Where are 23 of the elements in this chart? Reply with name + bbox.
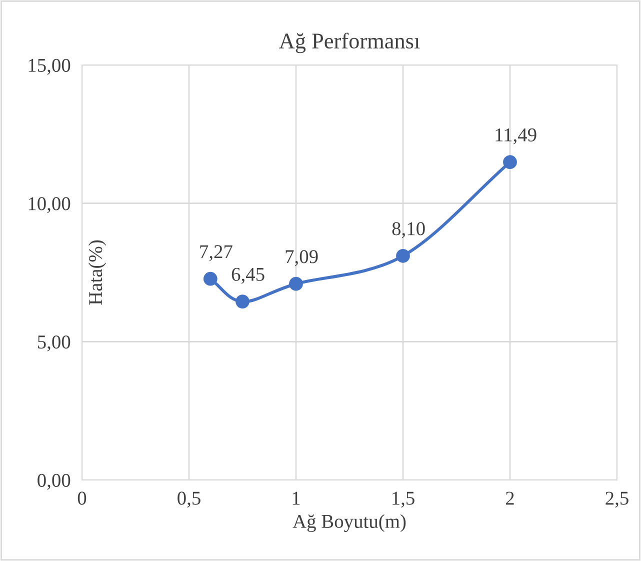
y-tick-label: 15,00: [28, 58, 70, 75]
data-label: 6,45: [232, 268, 264, 284]
data-label: 7,09: [286, 250, 318, 266]
point: [236, 294, 250, 308]
point: [289, 276, 303, 291]
x-tick-label: 2: [506, 492, 514, 505]
x-tick-label: 0: [78, 492, 86, 505]
point: [503, 155, 517, 170]
y-tick-label: 0,00: [38, 474, 70, 490]
x-tick-label: 2,5: [606, 492, 628, 508]
y-tick-label: 10,00: [28, 197, 70, 214]
point: [396, 248, 410, 263]
chart-title: Ağ Performansı: [279, 32, 420, 54]
data-label: 7,27: [200, 245, 232, 262]
x-tick-label: 1,5: [392, 492, 414, 508]
x-tick-label: 0,5: [178, 492, 200, 508]
point: [203, 272, 218, 286]
x-tick-label: 1: [292, 492, 300, 505]
data-label: 11,49: [496, 128, 536, 144]
x-axis-title: Ağ Boyutu(m): [292, 514, 406, 532]
y-axis-title: Hata(%): [88, 240, 106, 305]
y-tick-label: 5,00: [38, 335, 70, 352]
data-label: 8,10: [392, 222, 425, 238]
